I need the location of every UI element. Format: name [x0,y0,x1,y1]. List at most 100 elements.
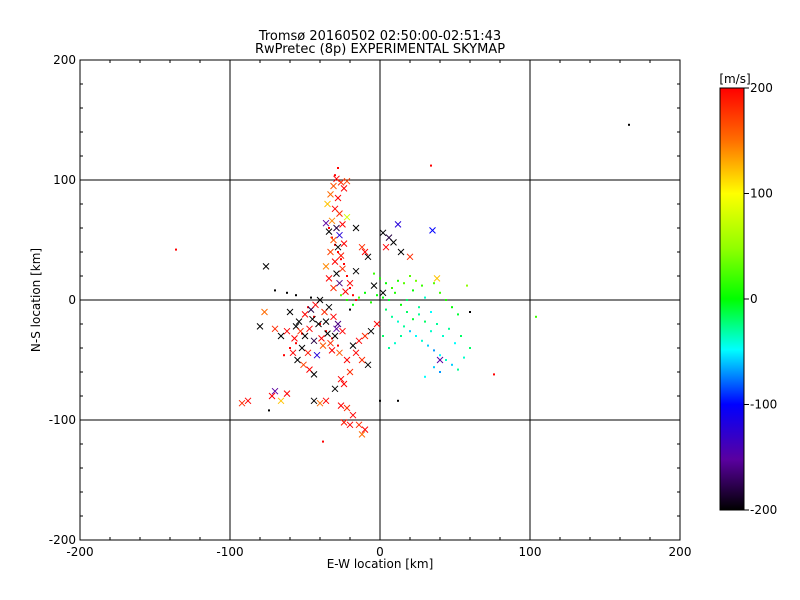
dot-point [457,313,459,316]
cross-point [333,270,340,277]
dot-point [310,296,312,299]
dot-point [457,368,459,371]
cross-point [271,325,279,333]
cross-point [238,399,246,407]
dot-point [295,342,297,345]
cross-point [327,248,334,256]
dot-point [286,291,288,294]
cross-point [339,221,346,228]
cross-point [355,337,363,345]
cross-point [331,332,339,340]
cross-point [325,228,333,235]
dot-point [379,277,381,280]
cross-point [340,380,348,388]
cross-point [277,397,285,405]
x-tick-label: 100 [519,545,542,559]
dot-point [343,263,345,265]
cross-point [340,185,348,192]
dot-point [439,291,441,294]
cross-point [328,347,336,354]
dot-point [415,335,417,337]
cross-point [295,318,303,325]
cross-point [349,411,357,419]
dot-point [331,236,333,239]
cross-point [319,342,327,349]
cross-point [310,371,318,378]
cross-point [367,327,375,335]
cross-point [322,397,330,405]
cross-point [298,344,306,352]
dot-point [442,335,444,337]
cross-point [433,275,441,282]
cross-point [352,224,360,232]
dot-point [352,294,354,297]
y-axis-label: N-S location [km] [29,248,43,352]
dot-point [175,248,177,251]
x-tick-label: -200 [66,545,93,559]
cross-point [327,339,334,347]
cross-point [328,217,336,225]
cross-point [337,375,345,383]
y-tick-label: 200 [53,53,76,67]
dot-point [469,311,471,313]
dot-point [358,296,360,299]
y-tick-label: 0 [68,293,76,307]
cross-point [379,289,387,297]
dot-point [469,347,471,349]
cross-point [361,248,369,256]
cross-point [406,253,414,261]
cross-point [337,402,345,409]
dot-point [400,303,402,306]
cross-point [256,323,264,330]
cross-point [436,356,444,364]
cross-point [316,296,324,304]
cross-point [330,313,337,321]
dot-point [424,320,426,323]
dot-point [349,287,351,289]
cross-point [343,213,351,221]
cross-point [322,318,330,325]
dot-point [394,291,396,294]
dot-point [628,123,630,126]
cross-point [324,200,331,208]
cross-point [268,392,276,400]
dot-point [424,296,426,299]
cross-point [322,219,330,227]
data-points [175,123,630,443]
dot-point [406,311,408,313]
dot-point [340,258,342,261]
dot-point [385,308,387,311]
dot-point [418,306,420,309]
colorbar-tick-label: 0 [750,292,758,306]
cross-point [310,397,318,405]
cross-point [346,421,354,429]
cross-point [352,349,360,357]
cross-point [291,335,298,342]
cross-point [322,263,330,270]
dot-point [409,330,411,333]
dot-point [289,347,291,349]
cross-point [244,397,252,405]
cross-point [325,275,333,282]
x-axis-label: E-W location [km] [327,557,434,571]
colorbar-tick-label: -100 [750,398,777,412]
cross-point [340,419,348,426]
cross-point [334,243,342,251]
dot-point [379,399,381,402]
cross-point [397,248,405,256]
dot-point [376,294,378,297]
axis-ticks: -200 -100 0 100 200 -200 -100 0 100 200 [49,53,692,559]
dot-point [334,174,336,177]
dot-point [433,282,435,285]
dot-point [448,327,450,330]
dot-point [268,409,270,412]
dot-point [391,315,393,318]
cross-point [337,252,345,259]
cross-point [333,175,340,183]
cross-point [336,279,343,287]
dot-point [352,303,354,306]
dot-point [388,299,390,301]
cross-point [358,431,366,438]
dot-point [397,320,399,323]
cross-point [352,267,360,275]
